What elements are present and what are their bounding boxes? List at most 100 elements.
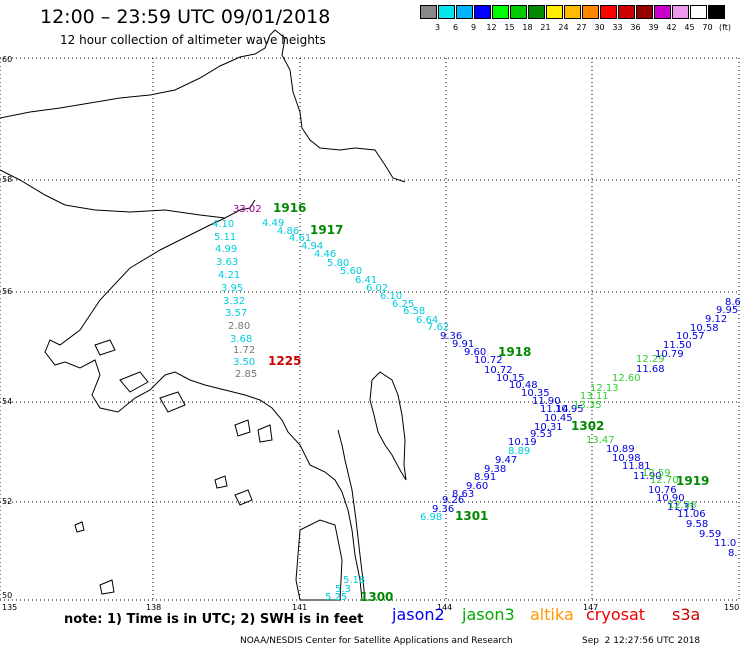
satellite-legend-jason2: jason2	[392, 605, 445, 624]
scale-label: 30	[594, 23, 605, 32]
wave-height-value: 4.99	[215, 244, 237, 255]
wave-height-value: 3.32	[223, 296, 245, 307]
wave-height-value: 12.59	[642, 468, 671, 479]
wave-height-value: 11.68	[636, 364, 665, 375]
wave-height-value: 8.89	[508, 446, 530, 457]
lat-tick-label: 58	[2, 175, 12, 184]
pass-time-label: 1225	[268, 354, 301, 368]
wave-height-value: 10.95	[555, 404, 584, 415]
wave-height-value: 3.95	[221, 283, 243, 294]
wave-height-value: 4.49	[262, 218, 284, 229]
wave-height-value: 10.98	[612, 453, 641, 464]
wave-height-value: 11.14	[540, 404, 569, 415]
pass-time-label: 1917	[310, 223, 343, 237]
scale-swatch	[618, 5, 635, 19]
scale-swatch	[582, 5, 599, 19]
wave-height-value: 10.45	[544, 413, 573, 424]
wave-height-value: 5.60	[340, 266, 362, 277]
lat-tick-label: 56	[2, 287, 12, 296]
scale-label: 36	[630, 23, 641, 32]
satellite-legend-s3a: s3a	[672, 605, 701, 624]
wave-height-value: 11.90	[532, 396, 561, 407]
wave-height-value: 6.10	[380, 291, 402, 302]
wave-height-value: 3.50	[233, 357, 255, 368]
wave-height-value: 4.46	[314, 249, 336, 260]
wave-height-value: 11.31	[667, 502, 696, 513]
scale-swatch	[510, 5, 527, 19]
wave-height-value: 9.36	[440, 331, 462, 342]
wave-height-value: 11.50	[663, 340, 692, 351]
wave-height-value: 5.3	[335, 584, 351, 595]
scale-label: 9	[470, 23, 477, 32]
wave-height-value: 9.12	[705, 314, 727, 325]
lon-tick-label: 150	[724, 603, 739, 612]
lon-tick-label: 135	[2, 603, 17, 612]
pass-time-label: 1300	[360, 590, 393, 604]
lat-tick-label: 52	[2, 497, 12, 506]
lat-tick-label: 50	[2, 591, 12, 600]
wave-height-value: 12.29	[636, 354, 665, 365]
wave-height-value: 11.06	[677, 509, 706, 520]
wave-height-value: 6.98	[420, 512, 442, 523]
wave-height-value: 6.02	[366, 283, 388, 294]
wave-height-value: 2.80	[228, 321, 250, 332]
wave-height-value: 5.18	[343, 575, 365, 586]
wave-height-value: 12.70	[650, 475, 679, 486]
pass-time-label: 1918	[498, 345, 531, 359]
generation-timestamp: Sep 2 12:27:56 UTC 2018	[582, 636, 701, 646]
wave-height-value: 8.	[728, 548, 738, 559]
scale-label: 24	[558, 23, 569, 32]
wave-height-value: 8.63	[452, 489, 474, 500]
scale-swatch	[708, 5, 725, 19]
pass-time-label: 1302	[571, 419, 604, 433]
scale-label: 21	[540, 23, 551, 32]
scale-swatch	[564, 5, 581, 19]
wave-height-value: 1.72	[233, 345, 255, 356]
scale-label: 12	[486, 23, 497, 32]
scale-label: 15	[504, 23, 515, 32]
wave-height-value: 33.02	[233, 204, 262, 215]
lat-lon-grid	[0, 57, 740, 601]
wave-height-value: 4.10	[212, 219, 234, 230]
pass-time-label: 1301	[455, 509, 488, 523]
wave-height-value: 10.72	[474, 355, 503, 366]
wave-height-value: 6.25	[392, 299, 414, 310]
scale-swatch	[528, 5, 545, 19]
chart-title: 12:00 – 23:59 UTC 09/01/2018	[40, 6, 331, 28]
altimeter-tracks: 33.02 4.10 5.114.99 3.63 4.21 3.95 3.323.57 2.8…	[212, 201, 740, 604]
scale-swatch	[690, 5, 707, 19]
scale-label: 45	[684, 23, 695, 32]
scale-label: 42	[666, 23, 677, 32]
wave-height-value: 10.72	[484, 365, 513, 376]
scale-swatch	[672, 5, 689, 19]
wave-height-value: 13.11	[580, 391, 609, 402]
wave-height-value: 11.81	[622, 461, 651, 472]
wave-height-value: 10.90	[656, 493, 685, 504]
wave-height-value: 10.19	[508, 437, 537, 448]
scale-label: 70	[702, 23, 713, 32]
lon-tick-label: 138	[146, 603, 161, 612]
scale-swatch	[474, 5, 491, 19]
wave-height-value: 6.64	[416, 315, 438, 326]
lat-tick-label: 54	[2, 397, 12, 406]
scale-swatch	[636, 5, 653, 19]
scale-swatch	[654, 5, 671, 19]
wave-height-value: 3.68	[230, 334, 252, 345]
wave-height-value: 9.95	[716, 305, 738, 316]
scale-label: 6	[452, 23, 459, 32]
scale-unit: (ft)	[718, 23, 732, 32]
wave-height-value: 9.53	[530, 429, 552, 440]
wave-height-value: 5.11	[214, 232, 236, 243]
wave-height-value: 9.47	[495, 455, 517, 466]
wave-height-value: 7.62	[427, 322, 449, 333]
wave-height-value: 2.85	[235, 369, 257, 380]
wave-height-value: 6.58	[403, 306, 425, 317]
scale-label: 18	[522, 23, 533, 32]
wave-height-value: 10.89	[606, 444, 635, 455]
wave-height-value: 3.57	[225, 308, 247, 319]
wave-height-value: 9.60	[466, 481, 488, 492]
wave-height-value: 10.58	[690, 323, 719, 334]
lon-tick-label: 147	[583, 603, 598, 612]
wave-height-value: 8.91	[474, 472, 496, 483]
coastline	[0, 29, 407, 601]
